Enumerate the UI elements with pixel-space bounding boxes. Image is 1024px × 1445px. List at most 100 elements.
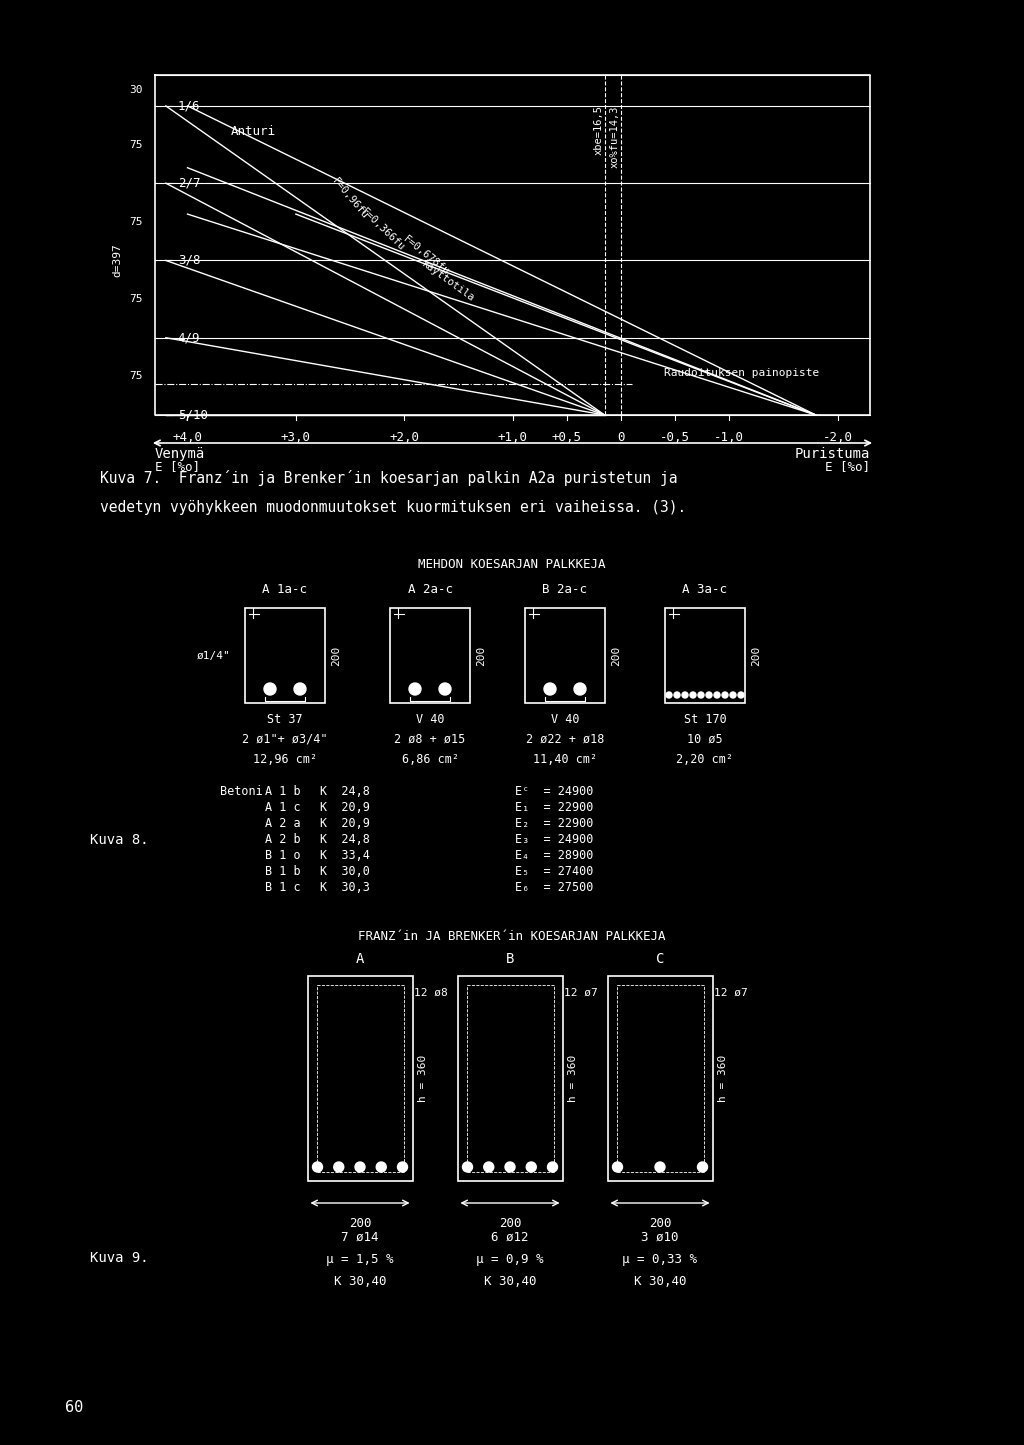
Text: 200: 200: [349, 1217, 372, 1230]
Text: 2 ø22 + ø18: 2 ø22 + ø18: [525, 733, 604, 746]
Text: 3 ø10: 3 ø10: [641, 1231, 679, 1244]
Text: 2/7: 2/7: [178, 176, 201, 189]
Text: B: B: [506, 952, 514, 967]
Text: 12 ø7: 12 ø7: [563, 988, 597, 998]
Text: K  24,8: K 24,8: [319, 832, 370, 845]
Text: K  30,0: K 30,0: [319, 866, 370, 879]
Text: 2 ø8 + ø15: 2 ø8 + ø15: [394, 733, 466, 746]
Text: F=0,96fu: F=0,96fu: [330, 176, 370, 221]
Text: 4/9: 4/9: [178, 331, 201, 344]
Text: St 170: St 170: [684, 712, 726, 725]
Text: 12 ø7: 12 ø7: [714, 988, 748, 998]
Text: Venymä: Venymä: [155, 447, 205, 461]
Text: μ = 0,9 %: μ = 0,9 %: [476, 1253, 544, 1266]
Text: E₂  = 22900: E₂ = 22900: [515, 816, 593, 829]
Text: K  20,9: K 20,9: [319, 816, 370, 829]
Text: K 30,40: K 30,40: [483, 1274, 537, 1287]
Circle shape: [439, 683, 451, 695]
Text: A 1 c: A 1 c: [265, 801, 301, 814]
Bar: [665, 608, 745, 704]
Text: 7 ø14: 7 ø14: [341, 1231, 379, 1244]
Circle shape: [655, 1162, 665, 1172]
Text: +3,0: +3,0: [281, 431, 311, 444]
Bar: [525, 608, 605, 704]
Text: 10 ø5: 10 ø5: [687, 733, 723, 746]
Text: K  30,3: K 30,3: [319, 881, 370, 894]
Text: Puristuma: Puristuma: [795, 447, 870, 461]
Text: +0,5: +0,5: [552, 431, 582, 444]
Circle shape: [294, 683, 306, 695]
Circle shape: [697, 1162, 708, 1172]
Text: 75: 75: [129, 371, 143, 381]
Text: 6 ø12: 6 ø12: [492, 1231, 528, 1244]
Circle shape: [526, 1162, 537, 1172]
Text: 0: 0: [617, 431, 625, 444]
Text: A 2 a: A 2 a: [265, 816, 301, 829]
Circle shape: [666, 692, 672, 698]
Circle shape: [312, 1162, 323, 1172]
Text: -2,0: -2,0: [822, 431, 853, 444]
Bar: [458, 975, 562, 1181]
Circle shape: [706, 692, 712, 698]
Text: vedetyn vyöhykkeen muodonmuutokset kuormituksen eri vaiheissa. (3).: vedetyn vyöhykkeen muodonmuutokset kuorm…: [100, 500, 686, 514]
Text: A 1 b: A 1 b: [265, 785, 301, 798]
Text: 200: 200: [499, 1217, 521, 1230]
Text: 200: 200: [649, 1217, 672, 1230]
Text: E₆  = 27500: E₆ = 27500: [515, 881, 593, 894]
Circle shape: [409, 683, 421, 695]
Bar: [616, 985, 703, 1172]
Circle shape: [730, 692, 736, 698]
Text: 75: 75: [129, 140, 143, 149]
Circle shape: [698, 692, 705, 698]
Text: +2,0: +2,0: [389, 431, 419, 444]
Text: Kuva 9.: Kuva 9.: [90, 1251, 148, 1264]
Text: F=0,678fu: F=0,678fu: [400, 234, 451, 277]
Circle shape: [355, 1162, 365, 1172]
Text: FRANZ´in JA BRENKER´in KOESARJAN PALKKEJA: FRANZ´in JA BRENKER´in KOESARJAN PALKKEJ…: [358, 931, 666, 944]
Text: St 37: St 37: [267, 712, 303, 725]
Text: K  20,9: K 20,9: [319, 801, 370, 814]
Circle shape: [612, 1162, 623, 1172]
Circle shape: [483, 1162, 494, 1172]
Text: 200: 200: [611, 646, 621, 666]
Text: Anturi: Anturi: [230, 126, 275, 139]
Text: E₅  = 27400: E₅ = 27400: [515, 866, 593, 879]
Text: A: A: [355, 952, 365, 967]
Text: E₁  = 22900: E₁ = 22900: [515, 801, 593, 814]
Text: -0,5: -0,5: [660, 431, 690, 444]
Circle shape: [682, 692, 688, 698]
Text: kayttotila: kayttotila: [419, 259, 476, 303]
Text: V 40: V 40: [416, 712, 444, 725]
Text: Raudoituksen painopiste: Raudoituksen painopiste: [665, 368, 819, 379]
Bar: [245, 608, 325, 704]
Text: B 1 o: B 1 o: [265, 850, 301, 863]
Text: 12 ø8: 12 ø8: [414, 988, 447, 998]
Circle shape: [463, 1162, 472, 1172]
Text: 1/6: 1/6: [178, 100, 201, 113]
Text: B 1 c: B 1 c: [265, 881, 301, 894]
Text: Kuva 8.: Kuva 8.: [90, 832, 148, 847]
Text: 5/10: 5/10: [178, 409, 208, 422]
Text: h = 360: h = 360: [567, 1055, 578, 1103]
Bar: [316, 985, 403, 1172]
Text: 6,86 cm²: 6,86 cm²: [401, 753, 459, 766]
Circle shape: [574, 683, 586, 695]
Text: 30: 30: [129, 85, 143, 95]
Text: 2 ø1"+ ø3/4": 2 ø1"+ ø3/4": [243, 733, 328, 746]
Text: xo%fu=14,3: xo%fu=14,3: [609, 105, 620, 168]
Bar: [607, 975, 713, 1181]
Circle shape: [722, 692, 728, 698]
Text: K 30,40: K 30,40: [334, 1274, 386, 1287]
Text: 75: 75: [129, 295, 143, 303]
Text: +1,0: +1,0: [498, 431, 527, 444]
Circle shape: [714, 692, 720, 698]
Text: A 3a-c: A 3a-c: [683, 582, 727, 595]
Text: 200: 200: [751, 646, 761, 666]
Text: Eᶜ  = 24900: Eᶜ = 24900: [515, 785, 593, 798]
Text: E [%o]: E [%o]: [155, 460, 200, 473]
Text: -1,0: -1,0: [714, 431, 744, 444]
Text: 200: 200: [331, 646, 341, 666]
Text: 12,96 cm²: 12,96 cm²: [253, 753, 317, 766]
Text: MEHDON KOESARJAN PALKKEJA: MEHDON KOESARJAN PALKKEJA: [418, 558, 606, 571]
Text: μ = 0,33 %: μ = 0,33 %: [623, 1253, 697, 1266]
